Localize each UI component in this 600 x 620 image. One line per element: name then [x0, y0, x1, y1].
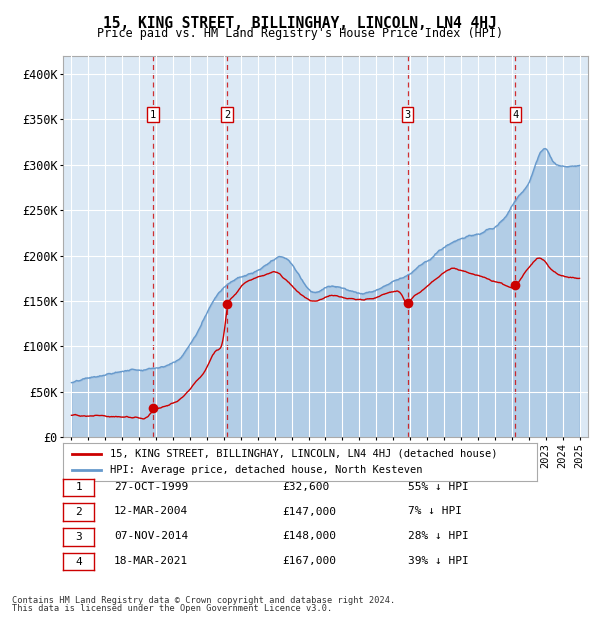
- Text: 15, KING STREET, BILLINGHAY, LINCOLN, LN4 4HJ (detached house): 15, KING STREET, BILLINGHAY, LINCOLN, LN…: [110, 449, 498, 459]
- Text: 3: 3: [75, 532, 82, 542]
- Text: 1: 1: [75, 482, 82, 492]
- Text: £148,000: £148,000: [282, 531, 336, 541]
- Text: 7% ↓ HPI: 7% ↓ HPI: [408, 507, 462, 516]
- Text: 27-OCT-1999: 27-OCT-1999: [114, 482, 188, 492]
- Text: 12-MAR-2004: 12-MAR-2004: [114, 507, 188, 516]
- Text: 1: 1: [150, 110, 156, 120]
- Text: 18-MAR-2021: 18-MAR-2021: [114, 556, 188, 566]
- Text: 07-NOV-2014: 07-NOV-2014: [114, 531, 188, 541]
- Text: £32,600: £32,600: [282, 482, 329, 492]
- Text: 3: 3: [404, 110, 411, 120]
- Text: 4: 4: [75, 557, 82, 567]
- Text: This data is licensed under the Open Government Licence v3.0.: This data is licensed under the Open Gov…: [12, 604, 332, 613]
- Text: 39% ↓ HPI: 39% ↓ HPI: [408, 556, 469, 566]
- Text: 28% ↓ HPI: 28% ↓ HPI: [408, 531, 469, 541]
- Text: 15, KING STREET, BILLINGHAY, LINCOLN, LN4 4HJ: 15, KING STREET, BILLINGHAY, LINCOLN, LN…: [103, 16, 497, 30]
- Text: 55% ↓ HPI: 55% ↓ HPI: [408, 482, 469, 492]
- Text: £167,000: £167,000: [282, 556, 336, 566]
- Text: 2: 2: [75, 507, 82, 517]
- Text: £147,000: £147,000: [282, 507, 336, 516]
- Text: HPI: Average price, detached house, North Kesteven: HPI: Average price, detached house, Nort…: [110, 465, 423, 475]
- Text: Contains HM Land Registry data © Crown copyright and database right 2024.: Contains HM Land Registry data © Crown c…: [12, 596, 395, 604]
- Text: 4: 4: [512, 110, 518, 120]
- Text: Price paid vs. HM Land Registry's House Price Index (HPI): Price paid vs. HM Land Registry's House …: [97, 27, 503, 40]
- Text: 2: 2: [224, 110, 230, 120]
